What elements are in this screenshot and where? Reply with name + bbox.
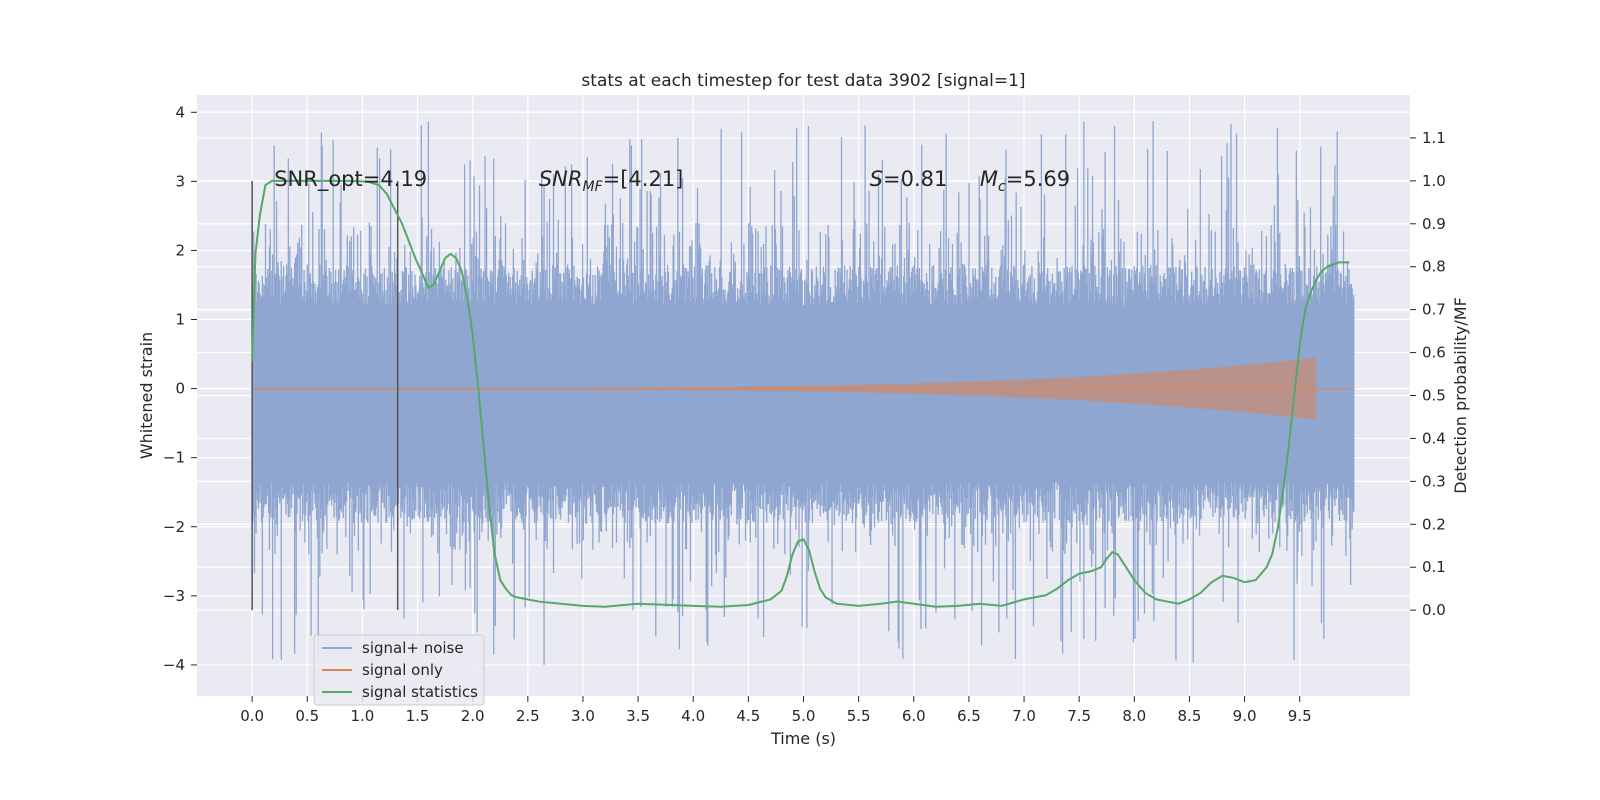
legend-box	[313, 634, 485, 706]
x-tick-label: 7.5	[1067, 707, 1091, 725]
y-tick-label: 0	[175, 380, 185, 398]
chart-title: stats at each timestep for test data 390…	[581, 71, 1025, 91]
y-tick-label: −3	[163, 587, 185, 605]
x-tick-label: 1.5	[406, 707, 430, 725]
y-tick-label: 4	[175, 103, 185, 121]
x-tick-label: 1.0	[350, 707, 374, 725]
x-tick-label: 2.0	[461, 707, 485, 725]
x-tick-label: 9.5	[1288, 707, 1312, 725]
x-tick-label: 4.0	[681, 707, 705, 725]
signal-only-series	[252, 357, 1354, 420]
annotation-mc: Mc=5.69	[980, 167, 1070, 195]
y2-tick-label: 0.6	[1422, 344, 1446, 362]
y-tick-label: −4	[163, 656, 185, 674]
x-tick-label: 8.5	[1178, 707, 1202, 725]
annotation-s: S=0.81	[870, 167, 948, 191]
x-tick-label: 6.5	[957, 707, 981, 725]
y2-tick-label: 0.8	[1422, 258, 1446, 276]
x-tick-label: 0.5	[295, 707, 319, 725]
x-tick-label: 2.5	[516, 707, 540, 725]
x-tick-label: 8.0	[1122, 707, 1146, 725]
y2-tick-label: 0.1	[1422, 558, 1446, 576]
legend-label-signal-noise: signal+ noise	[362, 639, 464, 657]
y2-tick-label: 0.7	[1422, 301, 1446, 319]
x-tick-label: 7.0	[1012, 707, 1036, 725]
annotation-snr-mf: SNRMF=[4.21]	[539, 167, 684, 195]
signal-statistics-line	[251, 179, 1350, 608]
x-tick-label: 0.0	[240, 707, 264, 725]
x-tick-label: 3.0	[571, 707, 595, 725]
x-axis-label: Time (s)	[770, 729, 836, 748]
y2-tick-label: 0.5	[1422, 387, 1446, 405]
y-tick-label: 2	[175, 241, 185, 259]
annotation-snr-opt: SNR_opt=4.19	[274, 167, 427, 192]
y-tick-label: −2	[163, 518, 185, 536]
x-tick-label: 9.0	[1233, 707, 1257, 725]
y2-tick-label: 0.0	[1422, 601, 1446, 619]
x-tick-label: 3.5	[626, 707, 650, 725]
y-tick-label: 3	[175, 172, 185, 190]
y2-axis-ticks: 1.1 1.0 0.9 0.8 0.7 0.6 0.5 0.4 0.3 0.2 0.1 0.0	[1410, 129, 1446, 619]
y2-tick-label: 0.4	[1422, 429, 1446, 447]
x-tick-label: 6.0	[902, 707, 926, 725]
legend: signal+ noise signal only signal statist…	[313, 634, 485, 706]
x-tick-label: 5.5	[847, 707, 871, 725]
x-axis-ticks: 0.0 0.5 1.0 1.5 2.0 2.5 3.0 3.5 4.0 4.5 5.0 5.5 6.0 6…	[240, 696, 1312, 725]
y2-tick-label: 1.1	[1422, 129, 1446, 147]
legend-label-signal-only: signal only	[362, 661, 443, 679]
y2-tick-label: 1.0	[1422, 172, 1446, 190]
y-axis-ticks: 4 3 2 1 0 −1 −2 −3 −4	[163, 103, 197, 674]
y-axis-label: Whitened strain	[137, 332, 156, 459]
y-tick-label: −1	[163, 449, 185, 467]
y2-tick-label: 0.2	[1422, 515, 1446, 533]
marker-lines	[251, 180, 399, 611]
x-tick-label: 4.5	[736, 707, 760, 725]
y2-axis-label: Detection probability/MF	[1451, 297, 1470, 494]
y-tick-label: 1	[175, 311, 185, 329]
legend-label-signal-statistics: signal statistics	[362, 683, 478, 701]
signal-statistics-series	[251, 179, 1350, 608]
y2-tick-label: 0.9	[1422, 215, 1446, 233]
y2-tick-label: 0.3	[1422, 472, 1446, 490]
x-tick-label: 5.0	[792, 707, 816, 725]
